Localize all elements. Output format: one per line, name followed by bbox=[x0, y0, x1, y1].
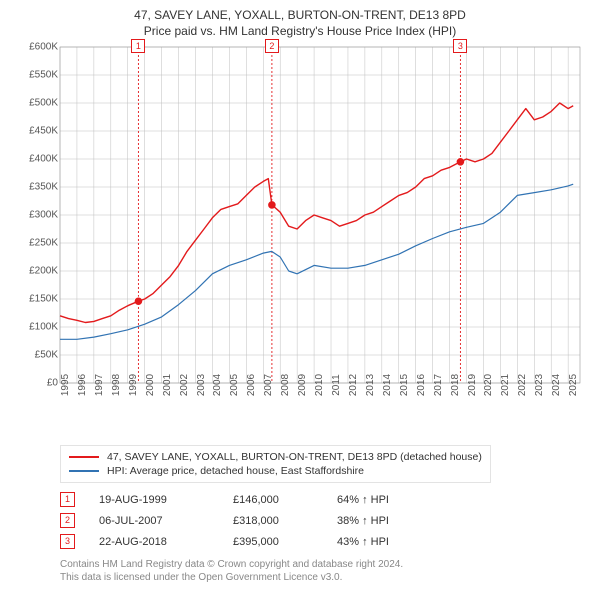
x-tick-label: 2016 bbox=[416, 374, 427, 396]
x-tick-label: 2010 bbox=[314, 374, 325, 396]
x-tick-label: 2009 bbox=[297, 374, 308, 396]
footer-line-2: This data is licensed under the Open Gov… bbox=[60, 571, 590, 584]
y-tick-label: £400K bbox=[29, 154, 58, 165]
x-tick-label: 2008 bbox=[280, 374, 291, 396]
x-tick-label: 2013 bbox=[365, 374, 376, 396]
x-tick-label: 2011 bbox=[331, 374, 342, 396]
x-tick-label: 2007 bbox=[263, 374, 274, 396]
title-line-1: 47, SAVEY LANE, YOXALL, BURTON-ON-TRENT,… bbox=[10, 8, 590, 24]
y-tick-label: £450K bbox=[29, 126, 58, 137]
transaction-index-box: 2 bbox=[60, 513, 75, 528]
legend-swatch bbox=[69, 456, 99, 458]
y-tick-label: £150K bbox=[29, 294, 58, 305]
transaction-table: 1 19-AUG-1999 £146,000 64% ↑ HPI 2 06-JUL-200… bbox=[60, 489, 590, 552]
transaction-marker: 3 bbox=[453, 39, 467, 53]
x-tick-label: 2021 bbox=[500, 374, 511, 396]
y-tick-label: £550K bbox=[29, 70, 58, 81]
y-tick-label: £250K bbox=[29, 238, 58, 249]
x-tick-label: 2017 bbox=[433, 374, 444, 396]
legend: 47, SAVEY LANE, YOXALL, BURTON-ON-TRENT,… bbox=[60, 445, 491, 483]
x-tick-label: 2000 bbox=[145, 374, 156, 396]
transaction-index-box: 1 bbox=[60, 492, 75, 507]
legend-label: HPI: Average price, detached house, East… bbox=[107, 465, 364, 477]
transaction-pct: 38% ↑ HPI bbox=[337, 515, 417, 527]
footer: Contains HM Land Registry data © Crown c… bbox=[60, 558, 590, 584]
transaction-marker: 2 bbox=[265, 39, 279, 53]
x-tick-label: 1996 bbox=[77, 374, 88, 396]
x-tick-label: 2023 bbox=[534, 374, 545, 396]
x-tick-label: 1999 bbox=[128, 374, 139, 396]
y-tick-label: £500K bbox=[29, 98, 58, 109]
x-tick-label: 1995 bbox=[60, 374, 71, 396]
y-tick-label: £50K bbox=[35, 350, 58, 361]
transaction-date: 06-JUL-2007 bbox=[99, 515, 209, 527]
transaction-row: 2 06-JUL-2007 £318,000 38% ↑ HPI bbox=[60, 510, 590, 531]
transaction-pct: 43% ↑ HPI bbox=[337, 536, 417, 548]
y-tick-label: £600K bbox=[29, 42, 58, 53]
y-tick-label: £200K bbox=[29, 266, 58, 277]
x-tick-label: 2022 bbox=[517, 374, 528, 396]
x-tick-label: 2004 bbox=[212, 374, 223, 396]
transaction-price: £395,000 bbox=[233, 536, 313, 548]
legend-swatch bbox=[69, 470, 99, 472]
transaction-date: 22-AUG-2018 bbox=[99, 536, 209, 548]
legend-label: 47, SAVEY LANE, YOXALL, BURTON-ON-TRENT,… bbox=[107, 451, 482, 463]
x-tick-label: 1997 bbox=[94, 374, 105, 396]
x-tick-label: 2003 bbox=[196, 374, 207, 396]
x-tick-label: 2002 bbox=[179, 374, 190, 396]
x-tick-label: 2018 bbox=[450, 374, 461, 396]
x-tick-label: 2006 bbox=[246, 374, 257, 396]
transaction-row: 1 19-AUG-1999 £146,000 64% ↑ HPI bbox=[60, 489, 590, 510]
price-chart: £0 £50K £100K £150K £200K £250K £300K £350K £400… bbox=[10, 43, 590, 413]
x-tick-label: 2015 bbox=[399, 374, 410, 396]
transaction-price: £146,000 bbox=[233, 494, 313, 506]
title-line-2: Price paid vs. HM Land Registry's House … bbox=[10, 24, 590, 40]
legend-item: HPI: Average price, detached house, East… bbox=[69, 464, 482, 478]
transaction-row: 3 22-AUG-2018 £395,000 43% ↑ HPI bbox=[60, 531, 590, 552]
x-tick-label: 2012 bbox=[348, 374, 359, 396]
x-tick-label: 2020 bbox=[483, 374, 494, 396]
transaction-date: 19-AUG-1999 bbox=[99, 494, 209, 506]
transaction-marker: 1 bbox=[131, 39, 145, 53]
transaction-index-box: 3 bbox=[60, 534, 75, 549]
x-tick-label: 2025 bbox=[568, 374, 579, 396]
transaction-price: £318,000 bbox=[233, 515, 313, 527]
x-tick-label: 2005 bbox=[229, 374, 240, 396]
transaction-pct: 64% ↑ HPI bbox=[337, 494, 417, 506]
y-tick-label: £300K bbox=[29, 210, 58, 221]
x-tick-label: 2001 bbox=[162, 374, 173, 396]
x-tick-label: 1998 bbox=[111, 374, 122, 396]
y-tick-label: £0 bbox=[47, 378, 58, 389]
footer-line-1: Contains HM Land Registry data © Crown c… bbox=[60, 558, 590, 571]
x-tick-label: 2024 bbox=[551, 374, 562, 396]
y-tick-label: £100K bbox=[29, 322, 58, 333]
y-tick-label: £350K bbox=[29, 182, 58, 193]
x-tick-label: 2014 bbox=[382, 374, 393, 396]
x-tick-label: 2019 bbox=[467, 374, 478, 396]
legend-item: 47, SAVEY LANE, YOXALL, BURTON-ON-TRENT,… bbox=[69, 450, 482, 464]
